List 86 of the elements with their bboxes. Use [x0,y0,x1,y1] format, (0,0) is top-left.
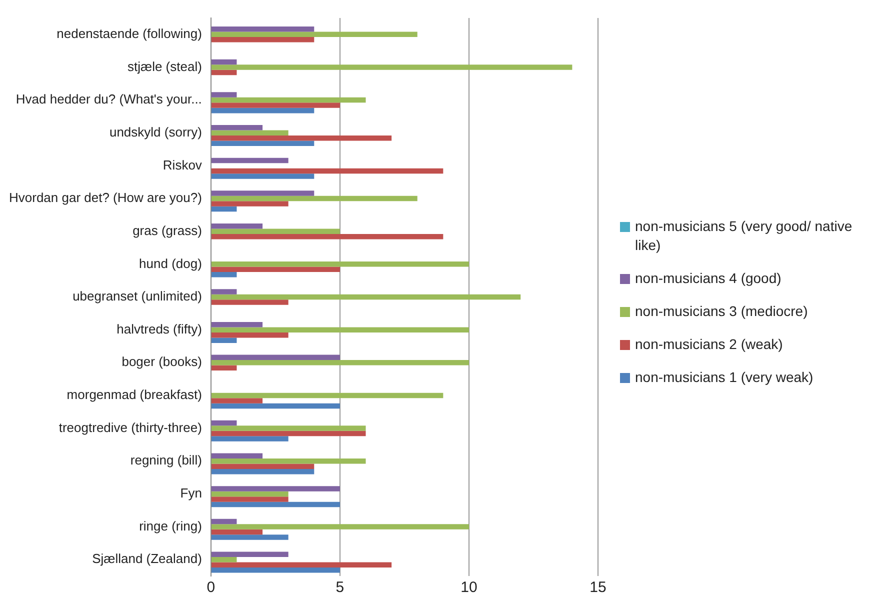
bar [211,430,366,436]
bar [211,552,288,557]
bar [211,524,469,530]
x-tick-label: 0 [206,579,216,596]
bar [211,266,340,272]
bar [211,464,314,469]
bar [211,108,314,114]
legend-label: non-musicians 2 (weak) [635,335,783,354]
bar [211,158,288,164]
legend-label: non-musicians 1 (very weak) [635,368,814,387]
y-tick-label: ubegranset (unlimited) [72,288,202,304]
x-tick-label: 10 [460,579,478,596]
y-tick-label: Fyn [180,486,202,501]
bar [211,26,314,32]
bar [211,223,263,229]
y-tick-label: stjæle (steal) [128,58,202,74]
bar [211,529,263,535]
bar [211,327,469,332]
bar [211,70,237,76]
y-tick-label: undskyld (sorry) [109,124,202,140]
y-tick-label: hund (dog) [139,256,202,271]
bar [211,403,340,409]
legend-label: non-musicians 3 (mediocre) [635,302,808,321]
legend-label: non-musicians 4 (good) [635,269,782,288]
bar [211,32,418,38]
bar [211,102,340,108]
bar [211,502,340,508]
legend-label: non-musicians 5 (very good/ native like) [635,217,854,255]
bar [211,468,314,474]
bar [211,97,366,103]
bar [211,322,263,328]
y-tick-label: morgenmad (breakfast) [66,387,202,402]
bar [211,496,288,502]
bar [211,332,288,338]
bar [211,534,288,540]
bar [211,491,288,497]
bar [211,354,340,360]
bar [211,300,288,305]
bar [211,190,314,196]
y-tick-label: regning (bill) [130,452,202,468]
bar [211,420,237,426]
bar [211,64,572,70]
bar [211,453,263,458]
y-tick-label: Hvad hedder du? (What's your... [16,92,202,107]
bar [211,140,314,146]
bar [211,262,469,267]
x-tick-label: 5 [336,579,344,596]
bar [211,567,340,573]
bar [211,37,314,42]
bar [211,338,237,343]
bar [211,518,237,524]
x-tick-label: 15 [590,579,606,596]
bar [211,174,314,179]
bar [211,136,392,141]
bar [211,398,263,404]
y-tick-label: halvtreds (fifty) [116,321,202,336]
y-tick-label: boger (books) [122,354,202,370]
bar [211,130,288,136]
bar [211,436,288,442]
bar [211,556,237,562]
bar [211,486,340,492]
y-tick-label: treogtredive (thirty-three) [58,420,202,435]
bar [211,458,366,464]
bar [211,59,237,65]
bar [211,206,237,212]
bar [211,201,288,206]
bar [211,168,444,174]
y-tick-label: Hvordan gar det? (How are you?) [8,190,202,206]
y-tick-label: gras (grass) [132,222,202,238]
bar [211,234,444,240]
bar [211,125,263,130]
y-tick-label: Riskov [162,157,202,172]
bar [211,289,237,294]
y-tick-label: Sjælland (Zealand) [92,551,202,566]
bar [211,272,237,278]
y-tick-label: nedenstaende (following) [56,26,202,41]
bar [211,196,418,202]
bar [211,562,392,568]
bar [211,365,237,371]
bar [211,294,521,300]
bar [211,228,340,234]
bar [211,426,366,431]
y-tick-label: ringe (ring) [139,518,202,534]
bar [211,392,444,398]
bar [211,92,237,98]
bar [211,360,469,366]
